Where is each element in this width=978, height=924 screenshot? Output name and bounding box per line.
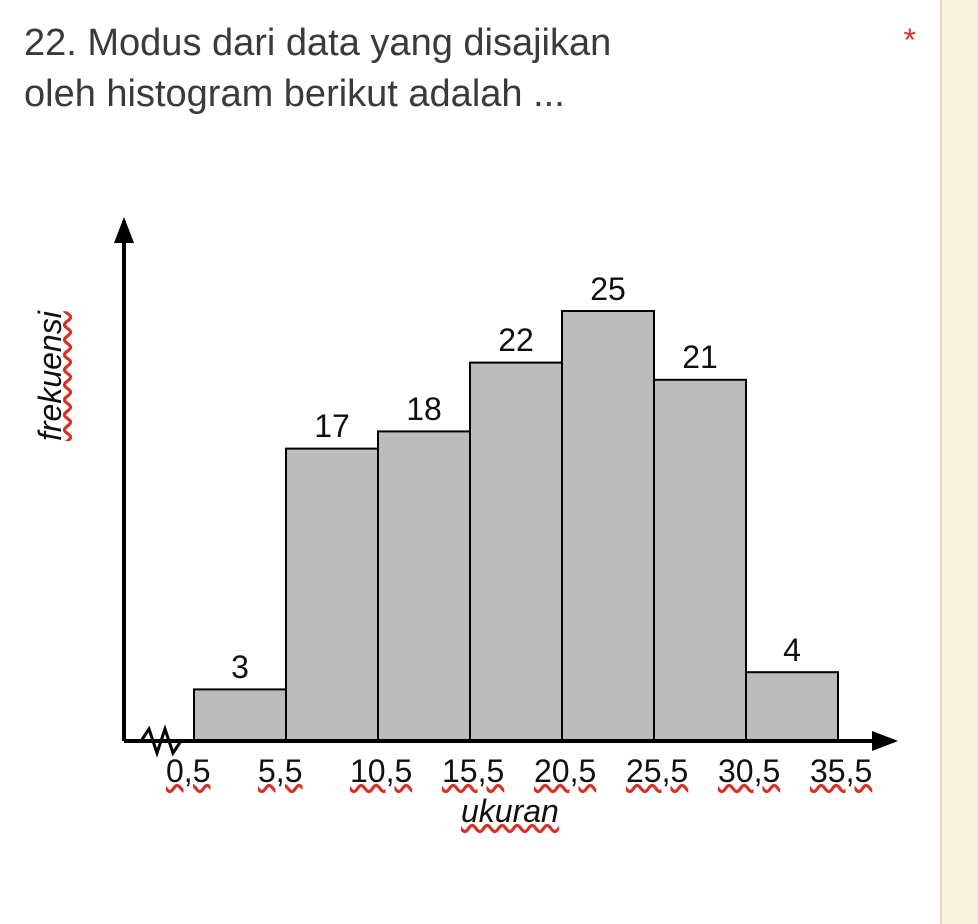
histogram-bar xyxy=(562,311,654,741)
x-tick-label: 0,5 xyxy=(166,753,210,790)
histogram-bar xyxy=(654,379,746,740)
required-asterisk: * xyxy=(904,22,916,59)
x-tick-label: 15,5 xyxy=(442,753,504,790)
histogram-bar xyxy=(746,672,838,741)
question-line2: oleh histogram berikut adalah ... xyxy=(24,73,565,115)
question-line1: 22. Modus dari data yang disajikan xyxy=(24,22,611,64)
bar-value-label: 22 xyxy=(492,322,540,359)
x-tick-label: 30,5 xyxy=(718,753,780,790)
bar-value-label: 21 xyxy=(676,339,724,376)
bar-value-label: 18 xyxy=(400,391,448,428)
right-page-strip xyxy=(940,0,978,924)
bar-value-label: 17 xyxy=(308,408,356,445)
question-row: 22. Modus dari data yang disajikan oleh … xyxy=(24,18,916,121)
histogram-bar xyxy=(194,689,286,741)
page-container: 22. Modus dari data yang disajikan oleh … xyxy=(0,0,940,924)
x-tick-label: 20,5 xyxy=(534,753,596,790)
bar-value-label: 3 xyxy=(216,649,264,686)
x-tick-label: 35,5 xyxy=(810,753,872,790)
histogram-bar xyxy=(378,431,470,741)
histogram-bar xyxy=(470,362,562,740)
question-text: 22. Modus dari data yang disajikan oleh … xyxy=(24,18,880,121)
bar-value-label: 4 xyxy=(768,632,816,669)
x-axis-label: ukuran xyxy=(461,793,559,857)
x-tick-label: 5,5 xyxy=(258,753,302,790)
x-tick-label: 25,5 xyxy=(626,753,688,790)
x-tick-label: 10,5 xyxy=(350,753,412,790)
bar-value-label: 25 xyxy=(584,271,632,308)
histogram-chart: frekuensi 3171822252140,55,510,515,520,5… xyxy=(24,211,904,851)
histogram-bar xyxy=(286,448,378,740)
